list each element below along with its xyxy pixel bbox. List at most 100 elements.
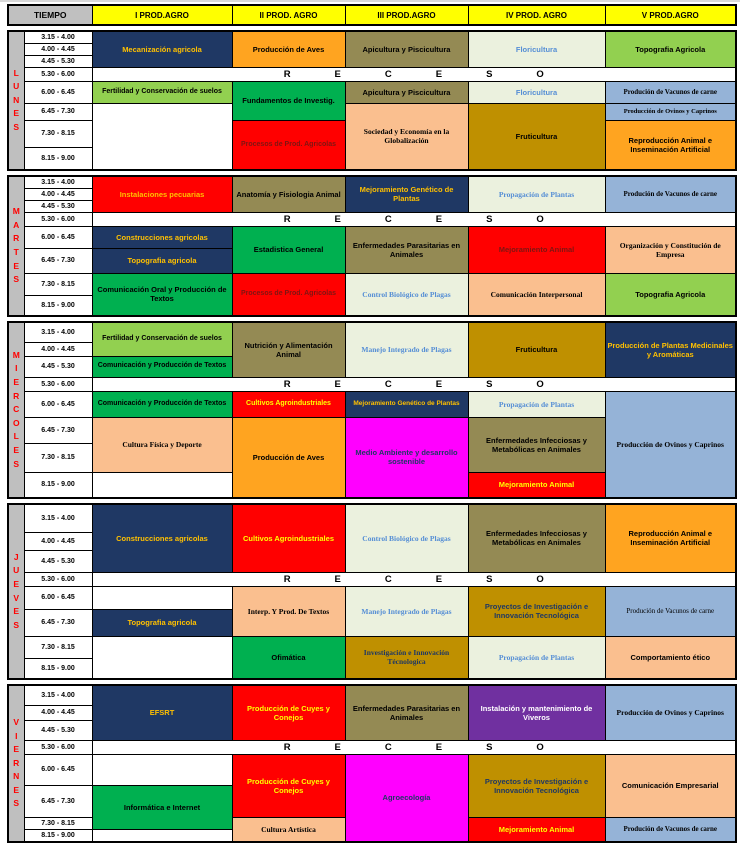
time-slot: 4.00 - 4.45 <box>23 341 93 357</box>
day-letter: N <box>13 94 20 105</box>
day-letter: U <box>13 81 20 92</box>
schedule-cell: Topografia agricola <box>91 247 233 274</box>
time-slot: 6.00 - 6.45 <box>23 390 93 418</box>
schedule-cell: Estadistica General <box>231 225 346 274</box>
schedule-cell: Fertilidad y Conservación de suelos <box>91 80 233 104</box>
day-letter: N <box>13 771 20 782</box>
schedule-cell: Floricultura <box>467 80 606 104</box>
schedule-cell: Procesos de Prod. Agricolas <box>231 119 346 171</box>
schedule-cell: Mecanización agricola <box>91 30 233 68</box>
day-letter: E <box>13 444 20 455</box>
schedule-cell: Proyectos de Investigación e Innovación … <box>467 753 606 818</box>
day-letter: A <box>13 219 20 230</box>
schedule-cell: Procesos de Prod. Agricolas <box>231 272 346 317</box>
day-letter: T <box>13 247 19 257</box>
time-slot: 3.15 - 4.00 <box>23 175 93 189</box>
column-header: I PROD.AGRO <box>91 4 233 26</box>
schedule-cell: Enfermedades Parasitarias en Animales <box>344 684 469 741</box>
schedule-cell: Comunicación y Producción de Textos <box>91 355 233 378</box>
schedule-cell: Propagación de Plantas <box>467 635 606 680</box>
time-slot: 7.30 - 8.15 <box>23 119 93 148</box>
column-header: V PROD.AGRO <box>604 4 737 26</box>
day-letter: S <box>13 121 20 132</box>
empty-cell <box>91 102 233 171</box>
time-slot: 6.00 - 6.45 <box>23 80 93 104</box>
schedule-cell: Comportamiento ético <box>604 635 737 680</box>
time-slot: 4.45 - 5.30 <box>23 199 93 213</box>
time-slot: 7.30 - 8.15 <box>23 816 93 830</box>
schedule-cell: Produción de Vacunos de carne <box>604 816 737 843</box>
day-letter: E <box>13 744 20 755</box>
day-letter: R <box>13 233 20 244</box>
time-slot: 8.15 - 9.00 <box>23 146 93 171</box>
schedule-cell: Producción de Plantas Medicinales y Arom… <box>604 321 737 378</box>
schedule-cell: Propagación de Plantas <box>467 390 606 418</box>
time-slot: 4.00 - 4.45 <box>23 42 93 56</box>
time-slot: 6.45 - 7.30 <box>23 416 93 444</box>
time-slot: 6.45 - 7.30 <box>23 608 93 637</box>
day-letter: S <box>13 619 20 630</box>
schedule-cell: Comunicación Oral y Producción de Textos <box>91 272 233 317</box>
day-letter: J <box>13 551 19 562</box>
schedule-cell: Mejoramiento Genético de Plantas <box>344 175 469 213</box>
time-slot: 6.45 - 7.30 <box>23 102 93 121</box>
time-slot: 4.45 - 5.30 <box>23 355 93 378</box>
schedule-cell: EFSRT <box>91 684 233 741</box>
day-block-lunes: L U N E S 3.15 - 4.00 Mecanización agricola Pro… <box>7 30 737 171</box>
time-slot: 8.15 - 9.00 <box>23 828 93 843</box>
day-letter: E <box>13 377 20 388</box>
day-letter: L <box>13 67 19 78</box>
schedule-cell: Investigación e Innovación Técnologica <box>344 635 469 680</box>
time-slot: 3.15 - 4.00 <box>23 30 93 44</box>
time-slot: 4.00 - 4.45 <box>23 704 93 721</box>
time-slot: 5.30 - 6.00 <box>23 211 93 227</box>
schedule-cell: Interp. Y Prod. De Textos <box>231 585 346 637</box>
receso-row: RECESO <box>91 66 737 82</box>
day-letter: M <box>12 349 20 360</box>
schedule-cell: Manejo Integrado de Plagas <box>344 585 469 637</box>
schedule-cell: Fruticultura <box>467 102 606 171</box>
schedule-cell: Manejo Integrado de Plagas <box>344 321 469 378</box>
schedule-header: TIEMPO I PROD.AGRO II PROD. AGRO III PROD.A… <box>7 4 737 26</box>
time-slot: 6.00 - 6.45 <box>23 585 93 610</box>
time-slot: 6.45 - 7.30 <box>23 247 93 274</box>
empty-cell <box>91 585 233 610</box>
schedule-cell: Apicultura y Piscicultura <box>344 30 469 68</box>
schedule-cell: Cultivos Agroindustriales <box>231 503 346 573</box>
day-letter: E <box>13 260 20 271</box>
schedule-cell: Mejoramiento Animal <box>467 225 606 274</box>
schedule-cell: Agroecología <box>344 753 469 843</box>
day-letter: I <box>15 730 18 741</box>
schedule-cell: Mejoramiento Animal <box>467 816 606 843</box>
day-letter: V <box>13 716 20 727</box>
receso-row: RECESO <box>91 211 737 227</box>
day-letter: C <box>13 404 20 415</box>
day-letter: M <box>12 206 20 217</box>
day-letter: E <box>13 578 20 589</box>
column-header: IV PROD. AGRO <box>467 4 606 26</box>
schedule-cell: Produción de Vacunos de carne <box>604 80 737 104</box>
column-header: III PROD.AGRO <box>344 4 469 26</box>
time-slot: 4.00 - 4.45 <box>23 187 93 201</box>
day-letter: R <box>13 390 20 401</box>
time-slot: 5.30 - 6.00 <box>23 376 93 392</box>
schedule-cell: Instalación y mantenimiento de Viveros <box>467 684 606 741</box>
empty-cell <box>91 471 233 499</box>
schedule-cell: Mejoramiento Animal <box>467 471 606 499</box>
schedule-cell: Topografia Agricola <box>604 272 737 317</box>
day-block-martes: M A R T E S 3.15 - 4.00 Instalaciones pecuarias… <box>7 175 737 317</box>
schedule-cell: Reproducción Animal e Inseminación Artif… <box>604 503 737 573</box>
day-block-miercoles: M I E R C O L E S 3.15 - 4.00 Fertilidad y Conserv… <box>7 321 737 499</box>
schedule-cell: Producción de Ovinos y Caprinos <box>604 684 737 741</box>
receso-row: RECESO <box>91 376 737 392</box>
day-letter: S <box>13 458 20 469</box>
schedule-cell: Topografia agricola <box>91 608 233 637</box>
schedule-cell: Medio Ambiente y desarrollo sostenible <box>344 416 469 499</box>
receso-row: RECESO <box>91 571 737 587</box>
schedule-cell: Enfermedades Parasitarias en Animales <box>344 225 469 274</box>
schedule-cell: Comunicación Interpersonal <box>467 272 606 317</box>
